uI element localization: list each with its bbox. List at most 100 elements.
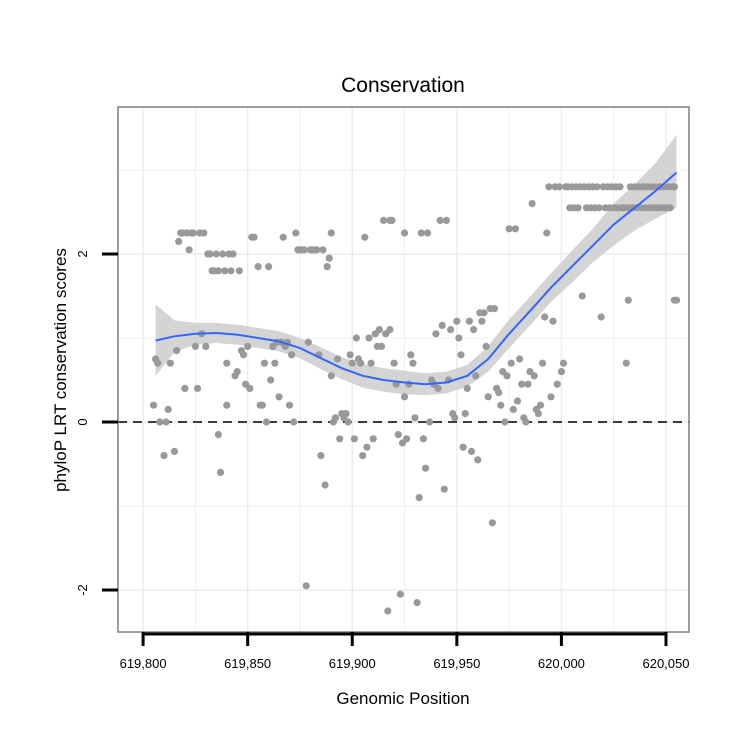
data-point <box>336 435 344 443</box>
data-point <box>396 590 404 598</box>
data-point <box>488 519 496 527</box>
data-point <box>327 372 335 380</box>
data-point <box>260 359 268 367</box>
data-point <box>323 263 331 271</box>
data-point <box>250 233 258 241</box>
data-point <box>254 263 262 271</box>
chart-title: Conservation <box>341 74 465 97</box>
data-point <box>193 384 202 392</box>
data-point <box>229 250 237 258</box>
data-point <box>438 321 446 329</box>
data-point <box>534 410 543 418</box>
data-point <box>363 443 371 451</box>
data-point <box>170 447 179 455</box>
data-point <box>509 405 517 413</box>
smooth-trend-line <box>155 171 678 386</box>
data-point <box>528 200 536 208</box>
data-point <box>394 431 402 439</box>
data-point <box>516 355 524 363</box>
data-point <box>357 359 365 367</box>
data-point <box>413 599 421 607</box>
data-point <box>478 317 486 325</box>
data-point <box>302 582 310 590</box>
y-tick-label: 2 <box>75 250 90 257</box>
data-point <box>530 372 538 380</box>
data-point <box>321 481 329 489</box>
data-point <box>461 410 469 418</box>
data-point <box>470 326 478 334</box>
data-point <box>495 389 503 397</box>
data-point <box>304 338 312 346</box>
data-point <box>344 418 352 426</box>
data-point <box>400 393 409 401</box>
data-point <box>221 267 229 275</box>
x-tick-label: 619,800 <box>120 656 167 671</box>
data-point <box>390 359 398 367</box>
data-point <box>432 330 440 338</box>
data-point <box>164 405 172 413</box>
data-point <box>595 204 603 212</box>
x-axis-title: Genomic Position <box>336 689 469 708</box>
y-tick-label: 0 <box>75 418 90 425</box>
data-point <box>189 229 197 237</box>
y-tick-label: -2 <box>75 584 90 596</box>
data-point <box>411 414 419 422</box>
data-point <box>536 401 545 409</box>
data-point <box>156 418 164 426</box>
data-point <box>175 237 183 245</box>
data-point <box>557 368 566 376</box>
x-tick-label: 619,950 <box>433 656 480 671</box>
data-point <box>384 607 392 615</box>
x-tick-label: 619,900 <box>329 656 376 671</box>
data-point <box>463 384 471 392</box>
data-point <box>223 401 231 409</box>
data-point <box>342 410 350 418</box>
data-point <box>455 334 463 342</box>
data-point <box>214 431 222 439</box>
data-point <box>451 414 459 422</box>
data-point <box>300 246 308 254</box>
data-point <box>162 418 170 426</box>
data-point <box>503 372 511 380</box>
data-point <box>543 229 551 237</box>
data-point <box>672 296 681 304</box>
data-point <box>424 229 432 237</box>
data-point <box>407 351 415 359</box>
data-point <box>380 216 388 224</box>
data-point <box>524 380 532 388</box>
data-point <box>200 229 208 237</box>
data-point <box>285 401 294 409</box>
data-point <box>522 418 530 426</box>
data-point <box>440 485 448 493</box>
data-point <box>166 359 174 367</box>
data-point <box>292 229 300 237</box>
data-point <box>511 225 519 233</box>
data-point <box>419 435 427 443</box>
data-point <box>507 359 515 367</box>
data-point <box>267 376 275 384</box>
data-point <box>348 359 356 367</box>
data-point <box>484 393 492 401</box>
data-point <box>597 313 605 321</box>
data-point <box>436 216 444 224</box>
data-point <box>377 342 386 350</box>
data-point <box>545 183 553 191</box>
data-point <box>480 309 488 317</box>
data-point <box>290 418 298 426</box>
axes: 619,800 619,850 619,900 619,950 620,000 620,0… <box>75 250 689 671</box>
data-point <box>219 250 227 258</box>
data-point <box>622 359 630 367</box>
data-point <box>214 267 222 275</box>
data-point <box>150 401 158 409</box>
data-point <box>265 263 273 271</box>
data-points <box>150 183 681 615</box>
data-point <box>549 317 557 325</box>
data-point <box>369 435 377 443</box>
data-point <box>578 292 586 300</box>
data-point <box>334 355 342 363</box>
data-point <box>442 216 450 224</box>
data-point <box>244 342 252 350</box>
data-point <box>465 317 473 325</box>
data-point <box>365 334 373 342</box>
data-point <box>457 351 465 359</box>
